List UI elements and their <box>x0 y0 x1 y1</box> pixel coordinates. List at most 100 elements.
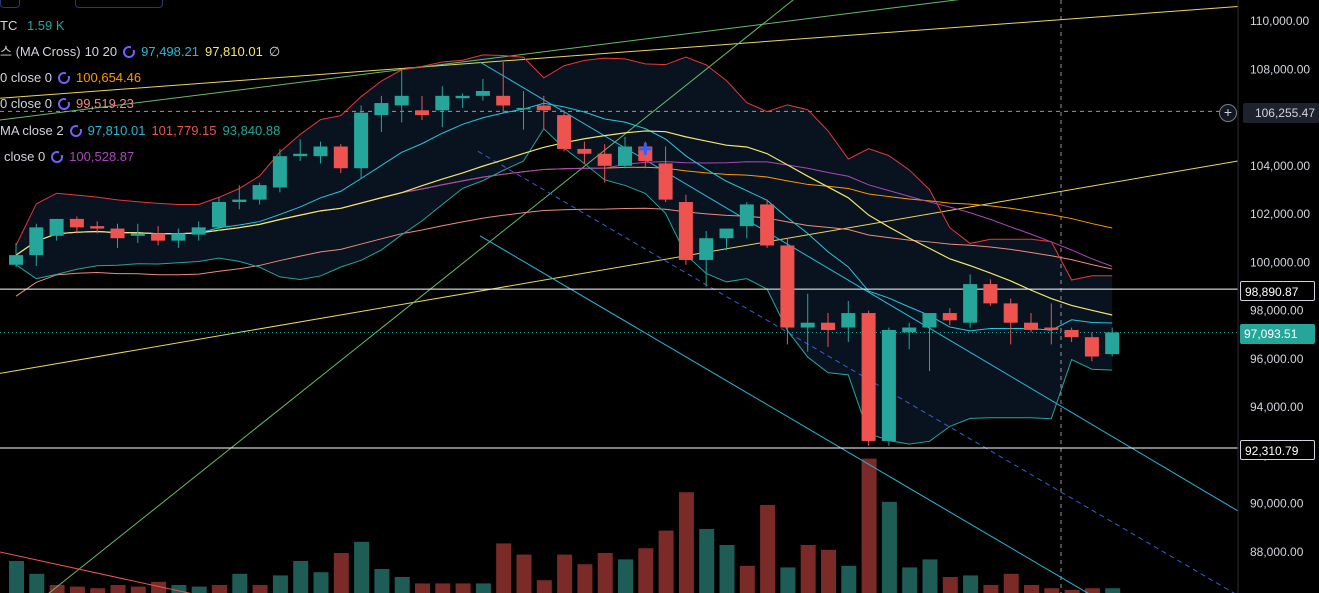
volume-bar <box>1084 588 1100 593</box>
candle-body <box>760 204 775 246</box>
volume-bar <box>151 581 167 593</box>
legend-row-2[interactable]: 0 close 0 100,654.46 <box>0 69 147 87</box>
bb-lower-value: 93,840.88 <box>222 123 281 138</box>
candle-body <box>232 199 247 203</box>
legend-row-bollinger[interactable]: MA close 2 97,810.01 101,779.15 93,840.88 <box>0 122 286 140</box>
volume-bar <box>293 561 309 593</box>
indicator-value: 100,528.87 <box>69 149 135 164</box>
volume-bar <box>232 573 248 593</box>
trendline-cyan-lower <box>479 235 1089 593</box>
volume-bar <box>1064 589 1080 593</box>
candle-body <box>130 233 145 236</box>
cross-marker <box>639 142 652 155</box>
volume-bar <box>130 586 146 593</box>
volume-bar <box>1003 573 1019 593</box>
candle-body <box>963 284 978 323</box>
candle-body <box>1105 332 1120 355</box>
settings-cycle-icon[interactable] <box>58 71 72 84</box>
volume-bar <box>739 565 755 593</box>
volume-bar <box>658 530 674 593</box>
volume-bar <box>922 559 938 593</box>
candle-body <box>415 110 429 116</box>
settings-cycle-icon[interactable] <box>123 45 137 58</box>
candle-body <box>171 233 186 241</box>
ma-salmon-line <box>15 207 1113 297</box>
volume-bar <box>536 580 552 593</box>
volume-bar <box>516 554 532 593</box>
candle-body <box>739 204 754 227</box>
candle-body <box>475 90 490 96</box>
ma-cross-value-3: ∅ <box>268 44 281 59</box>
price-tick-label: 88,000.00 <box>1250 545 1304 559</box>
ma-cross-name: 스 (MA Cross) <box>0 44 81 59</box>
candle-body <box>1024 322 1038 330</box>
volume-bar <box>49 585 65 593</box>
candle-body <box>881 329 896 441</box>
settings-cycle-icon[interactable] <box>51 150 65 163</box>
volume-bar <box>374 569 390 593</box>
candle-body <box>313 146 328 157</box>
candle-body <box>1003 303 1018 323</box>
candle-body <box>780 245 795 328</box>
volume-bar <box>821 549 836 593</box>
candle-body <box>922 313 937 328</box>
candle-body <box>69 218 84 228</box>
price-tick-label: 96,000.00 <box>1250 352 1304 366</box>
volume-bar <box>191 586 207 593</box>
volume-bar <box>1105 588 1121 593</box>
hline-price-label-high: 98,890.87 <box>1240 281 1315 301</box>
hline-price-label-low: 92,310.79 <box>1240 440 1315 460</box>
legend-row-5[interactable]: close 0 100,528.87 <box>0 148 140 166</box>
candle-body <box>151 233 166 241</box>
candle-body <box>800 322 815 328</box>
candle-body <box>212 202 226 228</box>
volume-value: 1.59 K <box>26 18 65 33</box>
candle-body <box>536 105 551 111</box>
candle-body <box>699 238 714 260</box>
candle-body <box>618 146 632 166</box>
crosshair-price-label: 106,255.47 <box>1243 103 1319 123</box>
candle-body <box>719 228 734 239</box>
price-tick-label: 108,000.00 <box>1250 62 1310 76</box>
settings-cycle-icon[interactable] <box>69 124 83 137</box>
volume-bar <box>69 586 85 593</box>
volume-bar <box>861 458 877 593</box>
volume-bar <box>638 548 654 593</box>
toolbar-button-left[interactable] <box>0 0 20 8</box>
candle-body <box>252 185 267 200</box>
add-alert-icon[interactable]: + <box>1219 104 1237 122</box>
volume-bar <box>902 567 918 593</box>
candle-body <box>49 218 64 236</box>
volume-bar <box>475 583 491 593</box>
toolbar-button-right[interactable] <box>75 0 163 8</box>
bollinger-band-fill <box>16 54 1113 445</box>
trendline-yellow-lower <box>0 160 1239 374</box>
bb-mid-value: 97,810.01 <box>87 123 146 138</box>
indicator-name: MA close 2 <box>0 123 64 138</box>
candle-body <box>1044 327 1059 330</box>
candle-body <box>678 202 693 260</box>
volume-bar <box>455 583 471 593</box>
candle-body <box>902 327 917 333</box>
bb-upper-line <box>15 54 1113 281</box>
volume-bar <box>557 554 573 593</box>
volume-bar <box>313 572 329 593</box>
legend-row-symbol: TC 1.59 K <box>0 17 71 35</box>
ma-cross-params: 10 20 <box>84 44 118 59</box>
price-tick-label: 94,000.00 <box>1250 400 1304 414</box>
candle-body <box>1084 337 1099 357</box>
candle-body <box>333 146 348 169</box>
candle-body <box>516 107 531 110</box>
ma-cross-value-2: 97,810.01 <box>204 44 263 59</box>
settings-cycle-icon[interactable] <box>58 97 72 110</box>
legend-row-3[interactable]: 0 close 0 99,519.23 <box>0 95 140 113</box>
candle-body <box>90 226 105 229</box>
symbol-label: TC <box>0 18 18 33</box>
volume-bar <box>699 529 715 593</box>
candle-body <box>597 153 612 166</box>
candle-body <box>29 227 44 256</box>
legend-row-ma-cross[interactable]: 스 (MA Cross) 10 20 97,498.21 97,810.01 ∅ <box>0 43 286 61</box>
candle-body <box>821 322 835 330</box>
volume-bar <box>9 561 24 593</box>
